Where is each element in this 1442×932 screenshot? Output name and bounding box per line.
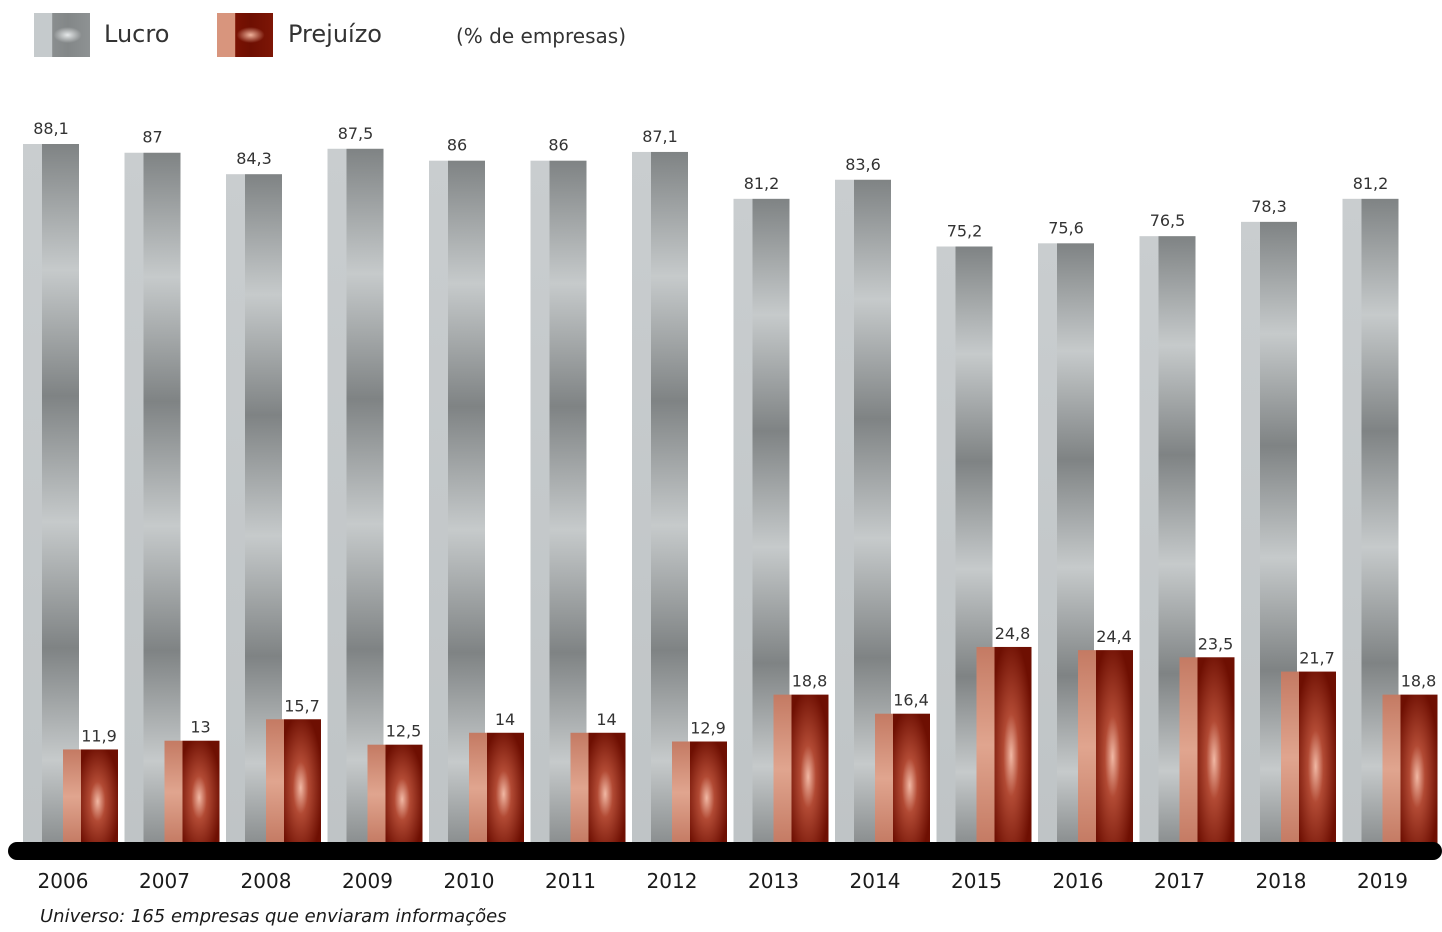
bar-prejuizo-2015 [976, 646, 1032, 844]
value-label-lucro-2016: 75,6 [1048, 218, 1084, 237]
footnote: Universo: 165 empresas que enviaram info… [40, 906, 507, 927]
bar-prejuizo-2011 [570, 732, 626, 844]
x-tick-2019: 2019 [1357, 869, 1408, 893]
value-label-lucro-2014: 83,6 [845, 155, 881, 174]
value-labels-group: 88,1 11,9 87 13 84,3 15,7 87,5 12,5 86 14 86 14 87,1… [33, 119, 1436, 745]
bar-chart: 88,1 11,9 87 13 84,3 15,7 87,5 12,5 86 14 86 14 87,1… [8, 119, 1442, 893]
legend-label-lucro: Lucro [104, 20, 170, 48]
value-label-lucro-2011: 86 [548, 136, 568, 155]
value-label-lucro-2019: 81,2 [1353, 174, 1389, 193]
legend-swatch-lucro [34, 13, 90, 57]
bars-group [23, 144, 1438, 845]
bar-prejuizo-2008 [266, 719, 321, 844]
value-label-lucro-2018: 78,3 [1251, 197, 1287, 216]
bar-prejuizo-2010 [469, 732, 524, 844]
x-tick-2010: 2010 [444, 869, 495, 893]
legend-label-prejuizo: Prejuízo [288, 20, 382, 48]
x-axis-baseline [8, 842, 1442, 860]
x-tick-2012: 2012 [647, 869, 698, 893]
value-label-prejuizo-2010: 14 [495, 710, 515, 729]
bar-lucro-2012 [632, 151, 688, 845]
value-label-prejuizo-2016: 24,4 [1096, 627, 1132, 646]
x-tick-2009: 2009 [342, 869, 393, 893]
x-tick-2017: 2017 [1154, 869, 1205, 893]
bar-prejuizo-2012 [672, 741, 727, 844]
legend-swatch-prejuizo [217, 13, 273, 57]
value-label-prejuizo-2011: 14 [596, 710, 616, 729]
x-tick-2015: 2015 [951, 869, 1002, 893]
legend-unit-note: (% de empresas) [456, 24, 626, 48]
bar-prejuizo-2009 [367, 744, 423, 844]
x-tick-2016: 2016 [1053, 869, 1104, 893]
bar-lucro-2019 [1342, 198, 1399, 844]
value-label-prejuizo-2006: 11,9 [81, 726, 117, 745]
bar-prejuizo-2018 [1281, 671, 1336, 844]
bar-lucro-2009 [327, 148, 384, 844]
x-tick-2018: 2018 [1256, 869, 1307, 893]
bar-prejuizo-2016 [1078, 650, 1133, 844]
x-tick-2011: 2011 [545, 869, 596, 893]
bar-lucro-2007 [124, 152, 181, 845]
bar-prejuizo-2006 [63, 749, 118, 844]
value-label-prejuizo-2012: 12,9 [690, 719, 726, 738]
x-tick-2014: 2014 [850, 869, 901, 893]
value-label-lucro-2017: 76,5 [1150, 211, 1186, 230]
bar-prejuizo-2013 [773, 694, 829, 844]
value-label-prejuizo-2014: 16,4 [893, 691, 929, 710]
value-label-prejuizo-2015: 24,8 [995, 624, 1031, 643]
legend: Lucro Prejuízo (% de empresas) [0, 0, 700, 70]
x-axis-ticks: 2006 2007 2008 2009 2010 2011 2012 2013 2014 2015… [38, 869, 1408, 893]
bar-lucro-2011 [530, 160, 587, 845]
value-label-prejuizo-2009: 12,5 [386, 722, 422, 741]
value-label-lucro-2010: 86 [447, 136, 467, 155]
value-label-prejuizo-2018: 21,7 [1299, 649, 1335, 668]
value-label-lucro-2012: 87,1 [642, 127, 678, 146]
bar-lucro-2010 [429, 160, 485, 845]
value-label-prejuizo-2008: 15,7 [284, 696, 320, 715]
value-label-prejuizo-2017: 23,5 [1198, 634, 1234, 653]
x-tick-2006: 2006 [38, 869, 89, 893]
value-label-lucro-2008: 84,3 [236, 149, 272, 168]
bar-lucro-2006 [23, 144, 79, 844]
value-label-lucro-2013: 81,2 [744, 174, 780, 193]
value-label-lucro-2009: 87,5 [338, 124, 374, 143]
bar-prejuizo-2017 [1179, 657, 1235, 844]
value-label-prejuizo-2019: 18,8 [1401, 672, 1437, 691]
value-label-lucro-2006: 88,1 [33, 119, 69, 138]
x-tick-2008: 2008 [241, 869, 292, 893]
bar-prejuizo-2019 [1382, 694, 1438, 844]
x-tick-2007: 2007 [139, 869, 190, 893]
bar-prejuizo-2007 [164, 740, 220, 844]
value-label-prejuizo-2007: 13 [190, 718, 210, 737]
x-tick-2013: 2013 [748, 869, 799, 893]
value-label-lucro-2015: 75,2 [947, 221, 983, 240]
value-label-prejuizo-2013: 18,8 [792, 672, 828, 691]
bar-prejuizo-2014 [875, 713, 930, 844]
value-label-lucro-2007: 87 [142, 128, 162, 147]
